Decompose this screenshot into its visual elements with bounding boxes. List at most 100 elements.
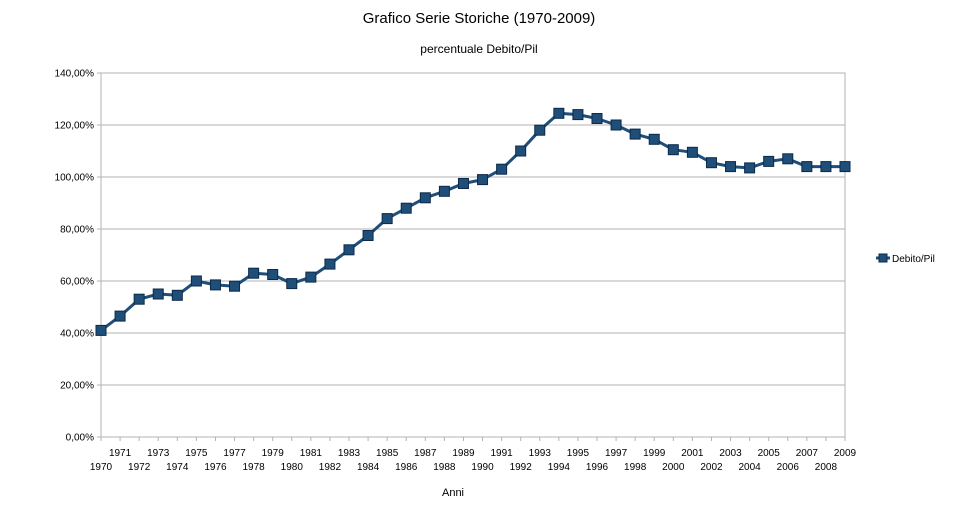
- x-tick-label: 1972: [128, 462, 151, 473]
- data-point-marker: [782, 153, 794, 165]
- x-tick-label: 2007: [796, 448, 819, 459]
- x-tick-label: 2000: [662, 462, 685, 473]
- data-point-marker: [705, 157, 717, 169]
- y-tick-label: 120,00%: [55, 121, 95, 132]
- y-tick-label: 40,00%: [60, 329, 94, 340]
- data-point-marker: [267, 269, 279, 280]
- x-tick-label: 1978: [242, 462, 265, 473]
- data-point-marker: [362, 230, 374, 241]
- data-point-marker: [229, 280, 241, 292]
- data-point-marker: [801, 161, 813, 173]
- x-tick-label: 1975: [185, 448, 208, 459]
- y-tick-label: 60,00%: [60, 277, 94, 288]
- x-tick-label: 2004: [738, 462, 761, 473]
- data-point-marker: [610, 119, 622, 131]
- legend-label: Debito/Pil: [892, 254, 935, 265]
- data-point-marker: [629, 128, 641, 140]
- data-point-marker: [496, 163, 508, 175]
- x-tick-label: 1986: [395, 462, 418, 473]
- data-point-marker: [553, 107, 565, 119]
- data-point-marker: [305, 271, 317, 283]
- x-tick-label: 1974: [166, 462, 189, 473]
- x-axis-title: Anni: [442, 487, 464, 499]
- data-point-marker: [324, 258, 336, 270]
- data-point-marker: [95, 324, 107, 336]
- data-point-marker: [133, 293, 145, 305]
- data-point-marker: [839, 161, 851, 173]
- x-tick-label: 2002: [700, 462, 723, 473]
- legend-marker: [878, 253, 888, 263]
- x-tick-label: 2001: [681, 448, 704, 459]
- x-tick-label: 1980: [281, 462, 304, 473]
- chart-title: Grafico Serie Storiche (1970-2009): [362, 10, 596, 27]
- data-point-marker: [419, 192, 431, 204]
- x-tick-label: 2009: [834, 448, 857, 459]
- x-tick-label: 1991: [490, 448, 513, 459]
- x-tick-label: 1995: [567, 448, 590, 459]
- x-tick-label: 1982: [319, 462, 342, 473]
- x-tick-label: 1993: [529, 448, 552, 459]
- data-point-marker: [572, 109, 584, 121]
- x-tick-label: 1992: [510, 462, 533, 473]
- x-tick-label: 1970: [90, 462, 113, 473]
- x-tick-label: 1990: [471, 462, 494, 473]
- gridlines: [101, 72, 845, 438]
- data-point-marker: [400, 202, 412, 214]
- data-point-marker: [286, 278, 298, 290]
- data-point-marker: [457, 178, 469, 189]
- data-point-marker: [438, 185, 450, 197]
- data-point-marker: [381, 213, 393, 225]
- data-point-marker: [667, 144, 679, 156]
- x-tick-label: 1981: [300, 448, 323, 459]
- x-tick-label: 1971: [109, 448, 132, 459]
- data-point-marker: [114, 310, 126, 322]
- y-tick-label: 0,00%: [66, 433, 94, 444]
- data-point-marker: [515, 145, 527, 157]
- x-tick-label: 1979: [262, 448, 285, 459]
- series-line: [100, 111, 845, 332]
- data-point-marker: [686, 146, 698, 158]
- data-point-marker: [171, 289, 183, 301]
- series-debito-pil: [95, 107, 851, 336]
- data-point-marker: [248, 267, 260, 279]
- y-tick-label: 80,00%: [60, 225, 94, 236]
- x-tick-label: 1985: [376, 448, 399, 459]
- data-point-marker: [209, 279, 221, 291]
- x-tick-label: 1989: [452, 448, 475, 459]
- y-tick-label: 140,00%: [55, 69, 95, 80]
- y-tick-label: 100,00%: [55, 173, 95, 184]
- x-tick-label: 1988: [433, 462, 456, 473]
- data-point-marker: [534, 124, 546, 136]
- data-point-marker: [343, 244, 355, 256]
- y-tick-label: 20,00%: [60, 381, 94, 392]
- x-tick-label: 1984: [357, 462, 380, 473]
- data-point-marker: [591, 113, 603, 124]
- plot-area: [100, 72, 846, 438]
- x-tick-label: 2005: [758, 448, 781, 459]
- x-tick-label: 1999: [643, 448, 666, 459]
- data-point-marker: [744, 162, 756, 174]
- x-tick-label: 1983: [338, 448, 361, 459]
- x-tick-label: 1973: [147, 448, 170, 459]
- x-tick-label: 2008: [815, 462, 838, 473]
- x-tick-label: 1998: [624, 462, 647, 473]
- chart-subtitle: percentuale Debito/Pil: [420, 42, 538, 56]
- x-tick-label: 1996: [586, 462, 609, 473]
- data-point-marker: [763, 155, 775, 167]
- legend: Debito/Pil: [876, 253, 935, 265]
- x-tick-label: 2006: [777, 462, 800, 473]
- x-tick-label: 1977: [223, 448, 246, 459]
- data-point-marker: [725, 161, 737, 173]
- axes: 0,00% 20,00% 40,00% 60,00% 80,00% 100,00% 120,…: [55, 69, 857, 474]
- x-tick-label: 2003: [719, 448, 742, 459]
- data-point-marker: [648, 133, 660, 145]
- x-tick-label: 1976: [204, 462, 227, 473]
- data-point-marker: [820, 161, 832, 173]
- x-tick-label: 1987: [414, 448, 437, 459]
- x-tick-label: 1994: [548, 462, 571, 473]
- data-point-marker: [190, 275, 202, 287]
- data-point-marker: [477, 174, 489, 186]
- data-point-marker: [152, 288, 164, 300]
- x-tick-label: 1997: [605, 448, 628, 459]
